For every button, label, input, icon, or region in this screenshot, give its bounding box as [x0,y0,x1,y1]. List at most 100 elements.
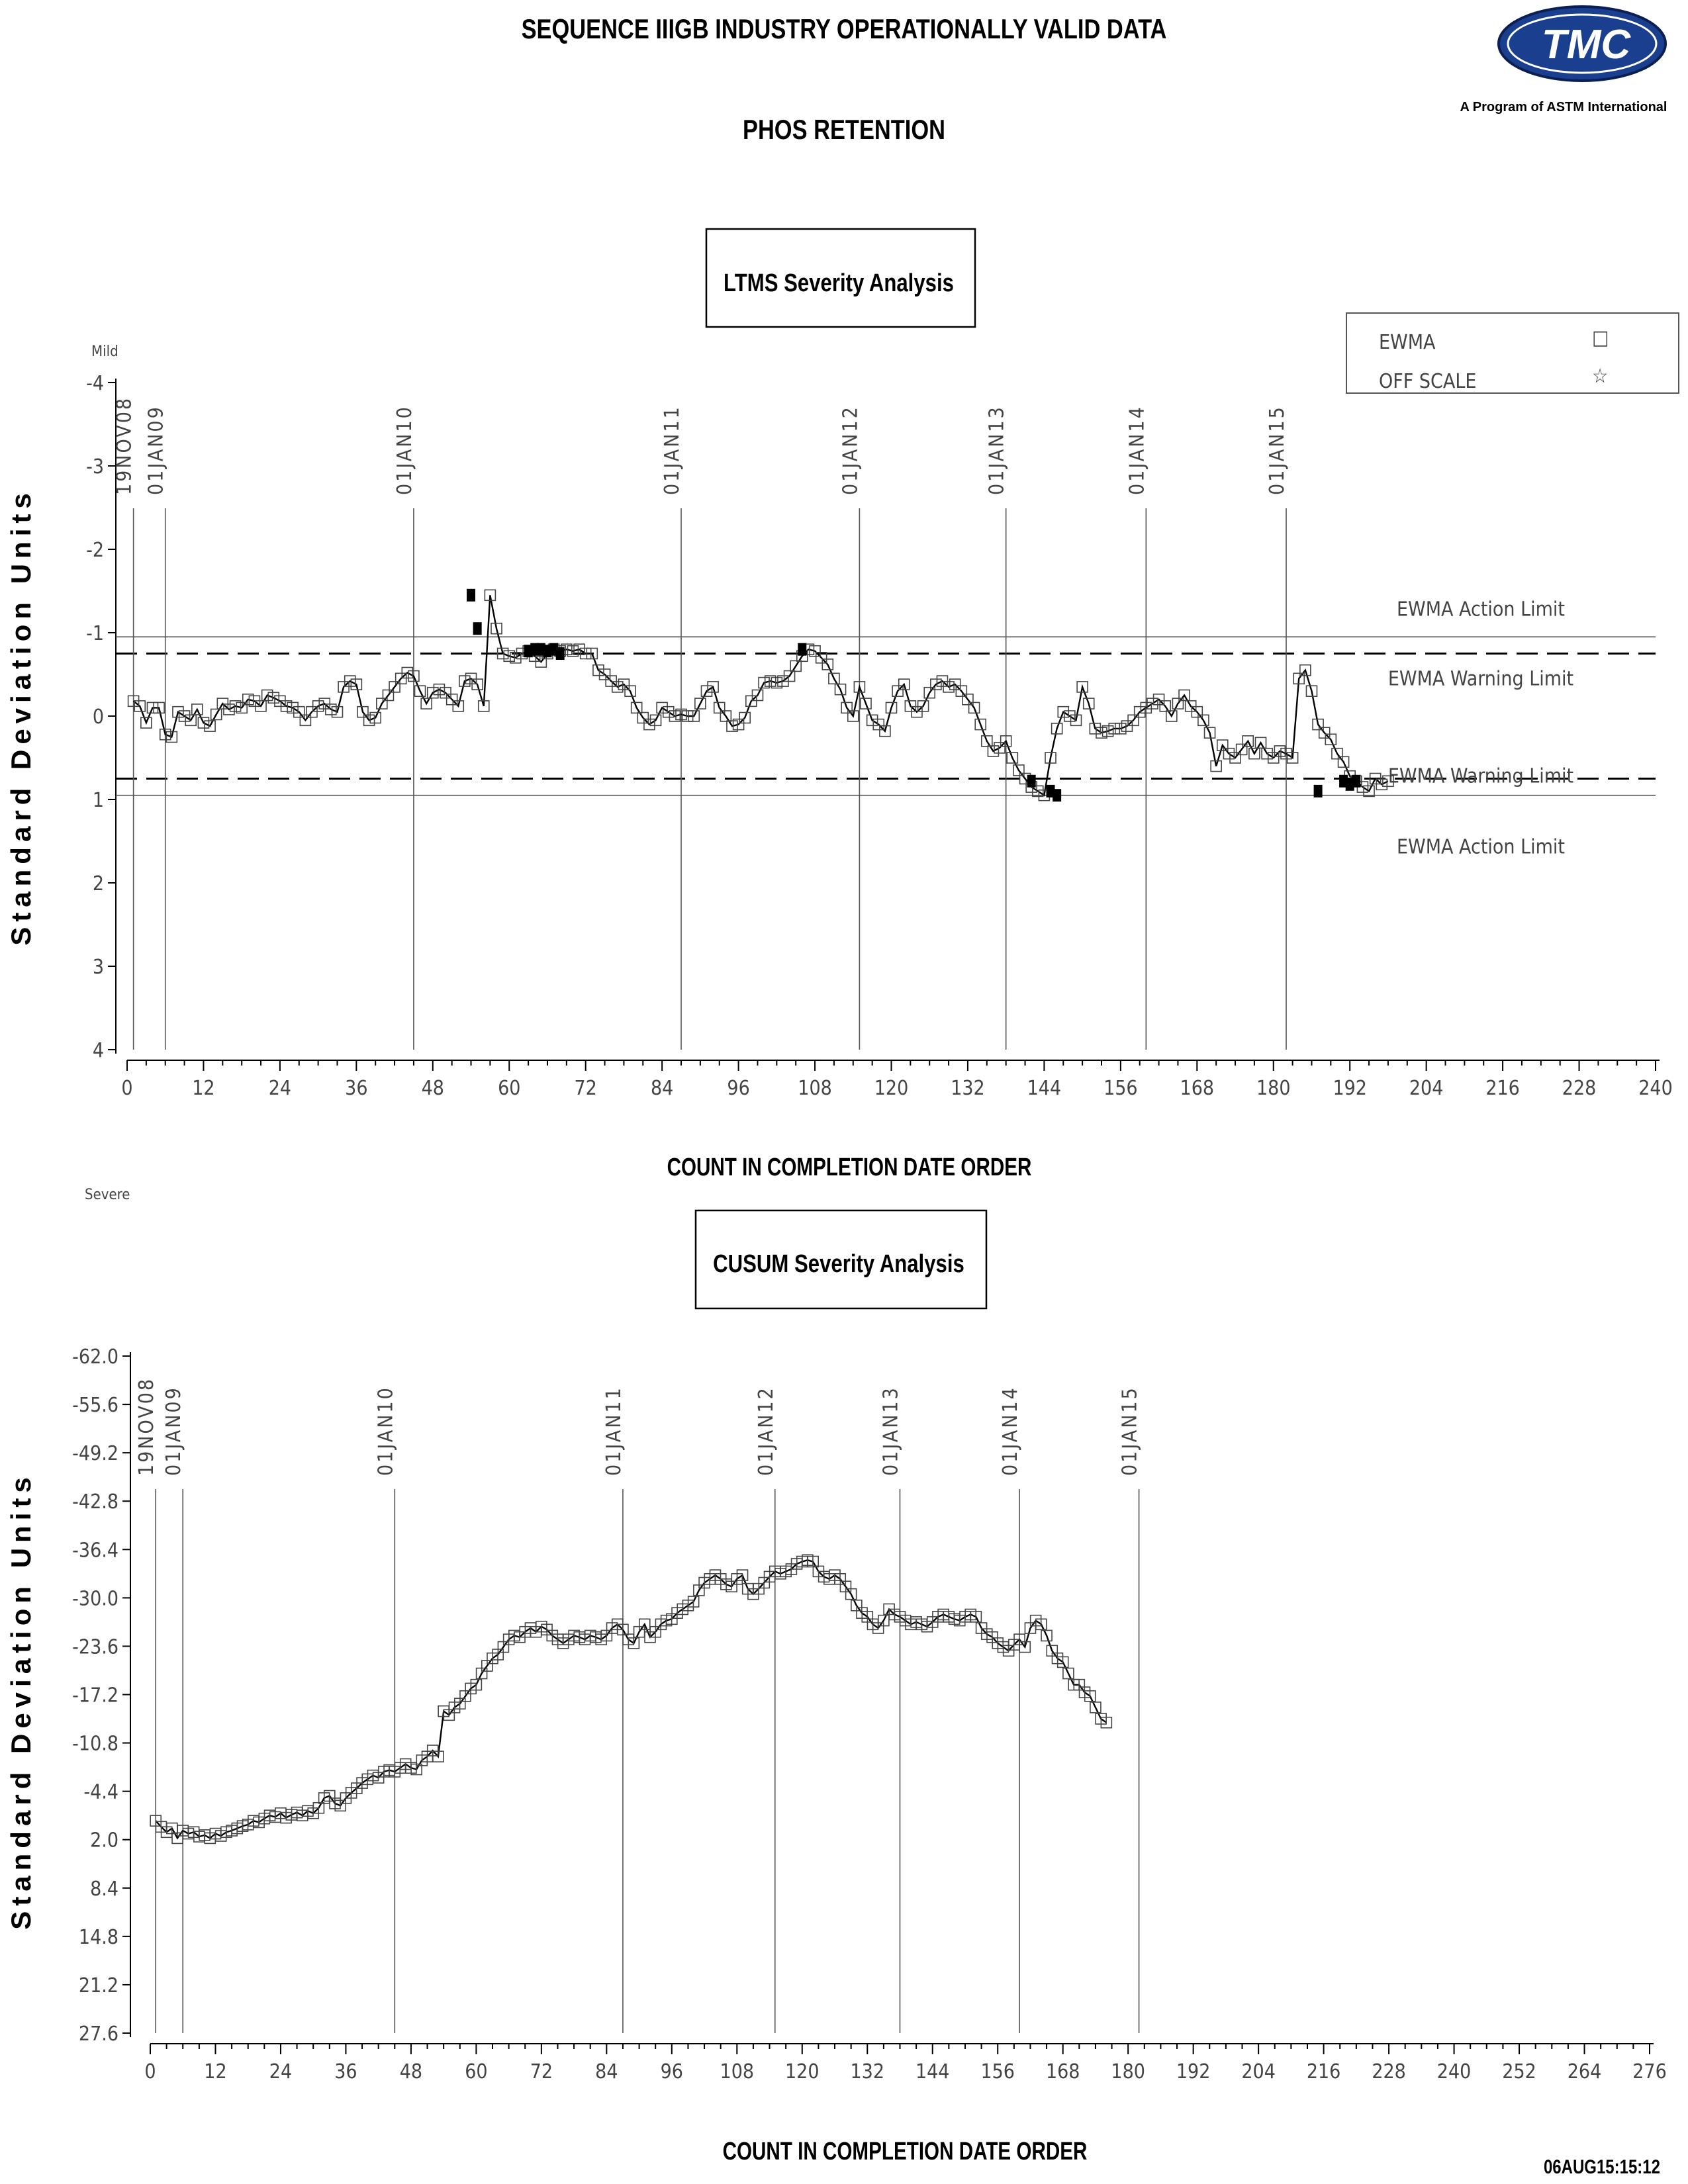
ltms-x-tick-label: 36 [345,1077,367,1100]
ltms-data-point [853,681,866,693]
cusum-y-tick-label: -23.6 [72,1635,118,1659]
cusum-data-point [1041,1629,1053,1642]
cusum-y-tick-label: 27.6 [79,2023,118,2046]
ltms-data-point [872,718,885,731]
legend-symbol-ewma: □ [1592,326,1609,349]
cusum-x-tick-label: 96 [661,2060,683,2083]
ltms-data-point [841,702,853,714]
ltms-data-point [477,700,490,712]
ltms-chart: LTMS Severity Analysis Mild Severe Stand… [5,228,1673,1203]
cusum-y-tick-label: -42.8 [72,1490,118,1514]
ltms-data-point [987,745,1000,757]
ltms-data-point [382,689,395,702]
ltms-data-point [739,711,751,724]
ltms-data-point [496,647,509,660]
ltms-x-tick-label: 192 [1333,1077,1367,1100]
ltms-data-point [847,710,859,722]
ltms-data-point [1070,714,1082,727]
ltms-date-label: 01JAN09 [145,405,168,495]
cusum-y-tick-label: 14.8 [79,1926,118,1949]
ltms-data-point [255,700,267,712]
ltms-data-point [1082,698,1095,709]
cusum-date-label: 01JAN12 [755,1386,778,1476]
ltms-data-point [267,692,280,704]
ltms-data-point [637,711,649,724]
ltms-data-point [1140,702,1152,714]
timestamp: 06AUG15:15:12 [1544,2155,1660,2177]
ltms-data-point [1115,723,1127,735]
cusum-x-tick-label: 84 [595,2060,618,2083]
ltms-data-point [204,720,216,732]
ltms-data-point [1064,710,1076,722]
ltms-data-point [306,705,318,718]
ltms-data-point [1089,723,1102,735]
ltms-data-point [885,702,898,714]
cusum-x-tick-label: 60 [465,2060,487,2083]
ltms-data-point [1331,747,1343,760]
ltms-data-point [720,710,732,722]
ltms-data-point [1382,775,1394,788]
cusum-x-tick-label: 276 [1632,2060,1667,2083]
cusum-data-point [1062,1667,1074,1680]
ltms-data-point [981,735,993,747]
ltms-x-tick-label: 132 [951,1077,985,1100]
ltms-y-tick-label: -4 [86,372,104,395]
ltms-offscale-point [1313,784,1323,797]
ltms-data-point [662,705,675,718]
ltms-x-tick-label: 120 [874,1077,909,1100]
legend-label-ewma: EWMA [1379,331,1436,354]
ltms-data-point [165,731,178,743]
ltms-data-point [491,622,502,635]
ltms-data-point [917,700,929,712]
ltms-y-bottom-label: Severe [85,1187,130,1203]
ltms-data-point [1147,698,1158,709]
ltms-data-point [1254,737,1267,749]
ltms-data-point [923,686,936,699]
ltms-y-tick-label: 2 [93,872,104,895]
ltms-data-point [1299,664,1311,676]
cusum-x-tick-label: 132 [851,2060,885,2083]
ltms-data-point [586,647,598,660]
ltms-data-point [943,681,955,693]
ltms-data-point [1235,743,1248,756]
cusum-y-tick-label: 2.0 [90,1829,118,1852]
ltms-data-point [1108,723,1121,735]
cusum-data-point [1019,1641,1031,1653]
ltms-data-point [134,700,146,712]
ltms-y-tick-label: -2 [86,539,104,562]
ltms-data-point [153,702,165,714]
cusum-x-tick-label: 240 [1437,2060,1472,2083]
legend-label-offscale: OFF SCALE [1379,370,1476,393]
ltms-data-point [726,720,738,732]
cusum-data-point [736,1569,749,1581]
cusum-x-tick-label: 36 [334,2060,357,2083]
ltms-data-point [140,717,152,729]
ltms-data-point [828,672,840,685]
cusum-date-label: 01JAN13 [880,1386,903,1476]
logo-ellipse [1497,5,1667,82]
ltms-offscale-point [798,643,807,656]
ltms-data-point [1203,727,1216,739]
ltms-data-point [592,664,604,676]
ltms-data-point [216,698,229,709]
cusum-data-point [970,1611,982,1623]
ltms-x-tick-label: 144 [1027,1077,1062,1100]
ltms-data-point [1096,727,1107,739]
cusum-date-label: 01JAN14 [999,1386,1022,1476]
ltms-data-point [809,645,821,657]
ltms-data-point [293,705,305,718]
ltms-data-point [338,681,350,693]
ltms-data-point [459,675,471,687]
ltms-date-label: 01JAN11 [661,405,684,495]
cusum-x-tick-label: 192 [1176,2060,1211,2083]
ltms-data-point [974,718,986,731]
ltms-data-point [1057,705,1070,718]
ltms-data-point [745,695,757,707]
cusum-data-point [638,1618,651,1631]
ltms-data-point [331,705,344,718]
ltms-data-point [700,685,713,697]
cusum-x-tick-label: 12 [204,2060,226,2083]
ltms-data-point [624,685,636,697]
cusum-data-point [687,1596,700,1608]
